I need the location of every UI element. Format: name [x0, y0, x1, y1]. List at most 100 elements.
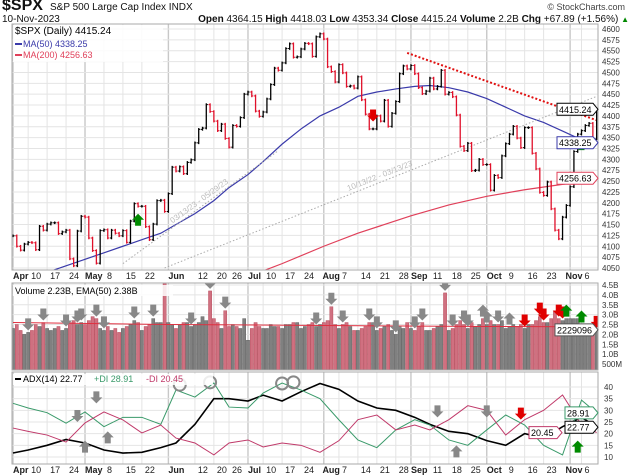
volume-bar — [356, 330, 360, 370]
volume-bar — [132, 320, 137, 370]
volume-bar — [109, 330, 114, 370]
price-bar — [420, 86, 424, 96]
price-axis-label: 4075 — [602, 253, 620, 262]
date-axis-label: 23 — [547, 465, 557, 475]
date-axis-label: Apr — [13, 271, 29, 281]
price-bar — [318, 32, 322, 39]
volume-bar — [98, 328, 102, 370]
price-bar — [140, 204, 144, 208]
price-axis-label: 4450 — [602, 90, 620, 99]
price-axis-label: 4225 — [602, 188, 620, 197]
price-bar — [246, 90, 250, 96]
price-bar — [390, 111, 394, 128]
price-bar — [223, 122, 227, 140]
volume-up-arrow-icon — [503, 312, 516, 325]
price-bar — [435, 85, 440, 91]
price-bar — [159, 198, 163, 202]
volume-bar — [439, 324, 444, 370]
date-axis-label: 8 — [107, 465, 112, 475]
open-value: 4364.15 — [226, 14, 263, 25]
volume-bar — [393, 334, 398, 370]
date-axis-label: 10 — [31, 271, 41, 281]
date-axis-label: 21 — [380, 271, 390, 281]
volume-bar — [450, 328, 455, 370]
price-bar — [193, 141, 197, 162]
volume-legend: Volume 2.23B, EMA(50) 2.38B — [13, 285, 173, 296]
adx-value-tag-box — [528, 426, 563, 440]
volume-bar — [318, 324, 322, 370]
volume-bar — [431, 328, 436, 370]
price-bar — [98, 229, 102, 265]
volume-bar — [143, 326, 148, 370]
date-axis-label: Sep — [411, 271, 428, 281]
price-bar — [174, 165, 178, 173]
price-axis-label: 4150 — [602, 221, 620, 230]
volume-bar — [397, 326, 402, 370]
price-bar — [545, 180, 549, 197]
price-bar — [280, 61, 284, 72]
price-bar — [492, 174, 496, 192]
volume-bar — [185, 322, 190, 370]
up-triangle-icon: ▲ — [621, 15, 629, 24]
volume-bar — [299, 328, 303, 370]
price-bar — [212, 110, 216, 123]
price-bar — [204, 103, 208, 130]
volume-value-tag-box — [554, 323, 599, 337]
trendline — [164, 95, 597, 269]
price-bar — [371, 127, 375, 131]
price-bar — [515, 125, 519, 140]
date-axis-label: 25 — [471, 465, 481, 475]
volume-bar — [219, 328, 224, 370]
price-bar — [542, 191, 546, 197]
price-bar — [386, 98, 390, 128]
volume-bar — [41, 322, 46, 370]
price-axis-label: 4500 — [602, 68, 620, 77]
price-bar — [447, 91, 451, 96]
volume-bar — [378, 328, 383, 370]
volume-bar — [541, 322, 546, 370]
volume-value: 2.2B — [498, 14, 519, 25]
volume-bar — [68, 322, 72, 370]
price-bar — [253, 94, 258, 113]
date-axis-label: 18 — [452, 271, 462, 281]
volume-bar — [329, 306, 334, 370]
date-axis-label: 18 — [452, 465, 462, 475]
volume-bar — [181, 322, 186, 370]
close-value: 4415.24 — [421, 14, 458, 25]
volume-bar — [481, 318, 485, 370]
volume-bar — [511, 324, 516, 370]
price-bar — [325, 37, 330, 69]
price-bar — [121, 229, 125, 238]
volume-bar — [435, 326, 440, 370]
price-bar — [26, 241, 30, 246]
date-axis-label: 12 — [198, 271, 208, 281]
volume-axis-label: 4.5B — [602, 281, 618, 290]
price-bar — [485, 163, 489, 166]
price-bar — [310, 42, 315, 58]
price-bar — [469, 141, 474, 172]
price-bar — [401, 64, 405, 76]
volume-down-arrow-icon — [446, 314, 459, 327]
price-value-tag: 4338.25 — [556, 136, 599, 150]
volume-bar — [492, 324, 497, 370]
volume-bar — [147, 324, 152, 370]
volume-down-arrow-icon — [518, 314, 531, 327]
volume-bar — [204, 320, 209, 370]
price-bar — [458, 113, 462, 148]
price-bar — [409, 64, 413, 71]
volume-bar — [538, 316, 542, 370]
volume-down-arrow-icon — [147, 304, 160, 317]
adx-down-arrow-icon — [514, 407, 527, 420]
adx-legend: ADX(14) 22.77 +DI 28.91 -DI 20.45 — [13, 374, 213, 385]
volume-bar — [325, 320, 330, 370]
volume-bar — [348, 326, 353, 370]
volume-up-arrow-icon — [575, 310, 588, 323]
volume-axis-label: 4.0B — [602, 291, 618, 300]
security-name-text: S&P 500 Large Cap Index — [50, 2, 167, 13]
trendline-label: 10/13/22 - 03/13/23 — [346, 159, 414, 193]
volume-bar — [310, 322, 315, 370]
volume-axis-label: 2.0B — [602, 330, 618, 339]
date-axis-label: 14 — [361, 271, 371, 281]
adx-value-tag-box — [564, 406, 599, 420]
